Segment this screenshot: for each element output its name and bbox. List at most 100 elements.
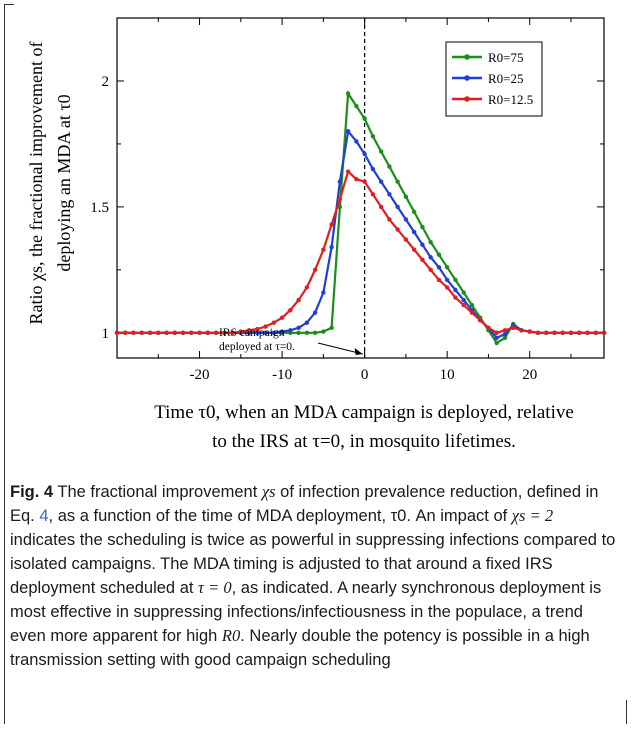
series-2-point — [354, 176, 359, 182]
caption-chi-symbol: χs — [261, 482, 276, 501]
series-2-point — [362, 179, 367, 184]
series-1-point — [271, 330, 277, 336]
series-1-point — [255, 330, 260, 336]
series-0-point — [420, 224, 425, 230]
x-tick-label-0: -20 — [190, 367, 210, 383]
series-1-point — [411, 229, 417, 235]
series-1-point — [304, 320, 310, 325]
series-1-point — [436, 265, 442, 270]
series-1-point — [387, 192, 392, 197]
series-0-point — [444, 265, 450, 270]
series-1-point — [263, 330, 268, 336]
series-2-point — [114, 330, 120, 336]
series-line-2 — [117, 169, 604, 334]
x-tick-label-1: -10 — [272, 367, 292, 383]
caption-text-6: . Nearly double the potency is possible … — [10, 627, 590, 669]
series-2-point — [395, 227, 400, 232]
series-2-point — [172, 330, 177, 336]
legend-marker-2 — [464, 96, 470, 102]
series-2-point — [511, 325, 516, 330]
series-1-point — [420, 242, 425, 247]
annotation-line2: deployed at τ=0. — [219, 341, 295, 353]
series-2-point — [345, 169, 351, 174]
series-0-point — [461, 290, 466, 295]
annotation-arrow — [317, 342, 363, 355]
legend-label-0: R0=75 — [488, 50, 524, 65]
series-0-point — [362, 116, 367, 121]
legend-label-1: R0=25 — [488, 71, 524, 86]
series-2-point — [197, 330, 202, 336]
series-2-point — [271, 320, 277, 325]
series-2-point — [535, 330, 541, 336]
figure-label: Fig. 4 — [10, 483, 54, 501]
legend-marker-0 — [464, 54, 470, 60]
series-1-point — [395, 204, 400, 210]
series-2-point — [378, 204, 384, 210]
series-2-point — [469, 310, 475, 315]
series-0-point — [502, 335, 508, 341]
series-2-point — [544, 330, 549, 336]
series-2-point — [304, 285, 310, 290]
series-2-point — [279, 315, 285, 320]
series-2-point — [461, 302, 466, 308]
series-2-point — [230, 330, 235, 336]
series-1-point — [321, 290, 326, 295]
series-2-point — [387, 217, 392, 222]
y-axis-label: Ratio χs, the fractional improvement of … — [26, 42, 74, 325]
series-0-point — [354, 103, 359, 109]
series-0-point — [370, 134, 376, 139]
series-2-point — [329, 222, 334, 227]
caption-frame-bottom-right — [626, 700, 627, 724]
series-2-point — [585, 330, 590, 336]
annotation-arrowhead — [354, 348, 363, 355]
caption-text-2: of infection prevalence reduction, defin… — [10, 483, 599, 525]
series-0-point — [321, 329, 326, 334]
series-2-point — [527, 329, 532, 334]
plot-frame — [116, 17, 605, 359]
caption-text-3: , as a function of the time of MDA deplo… — [48, 507, 512, 525]
series-1-point — [345, 129, 351, 134]
series-2-point — [552, 330, 557, 336]
series-2-point — [428, 267, 433, 273]
series-0-point — [345, 91, 351, 96]
series-2-point — [164, 330, 169, 336]
series-2-point — [337, 197, 343, 202]
figure-caption: Fig. 4 The fractional improvement χs of … — [10, 480, 622, 672]
series-2-point — [213, 330, 219, 336]
series-1-point — [378, 179, 384, 184]
y-axis-label-line1: Ratio χs, the fractional improvement of — [26, 42, 46, 325]
series-2-point — [593, 330, 598, 336]
series-2-point — [246, 328, 252, 333]
series-2-point — [156, 330, 161, 336]
y-tick-label-2: 2 — [102, 74, 110, 90]
series-0-point — [436, 252, 442, 257]
series-2-point — [321, 247, 326, 252]
series-2-point — [568, 330, 574, 336]
series-2-point — [502, 328, 508, 333]
series-2-point — [370, 192, 376, 197]
series-0-point — [395, 179, 400, 184]
series-2-point — [494, 330, 499, 336]
series-2-point — [263, 324, 268, 329]
x-axis-label: Time τ0, when an MDA campaign is deploye… — [154, 402, 574, 452]
series-2-point — [222, 330, 227, 336]
series-2-point — [420, 257, 425, 262]
series-0-point — [378, 149, 384, 154]
equation-link[interactable]: 4 — [39, 507, 49, 525]
series-2-point — [296, 297, 301, 303]
series-2-point — [255, 326, 260, 332]
series-1-point — [370, 166, 376, 172]
series-0-point — [494, 340, 499, 346]
series-2-point — [601, 330, 607, 336]
series-1-point — [296, 325, 301, 330]
caption-r0-symbol: R0 — [221, 626, 241, 645]
series-1-point — [428, 255, 433, 260]
series-2-point — [577, 330, 582, 336]
series-0-point — [329, 325, 334, 330]
series-1-point — [362, 151, 367, 157]
series-1-point — [453, 287, 458, 293]
x-tick-label-2: 0 — [361, 367, 369, 383]
series-1-point — [279, 329, 285, 334]
series-2-point — [486, 325, 491, 330]
